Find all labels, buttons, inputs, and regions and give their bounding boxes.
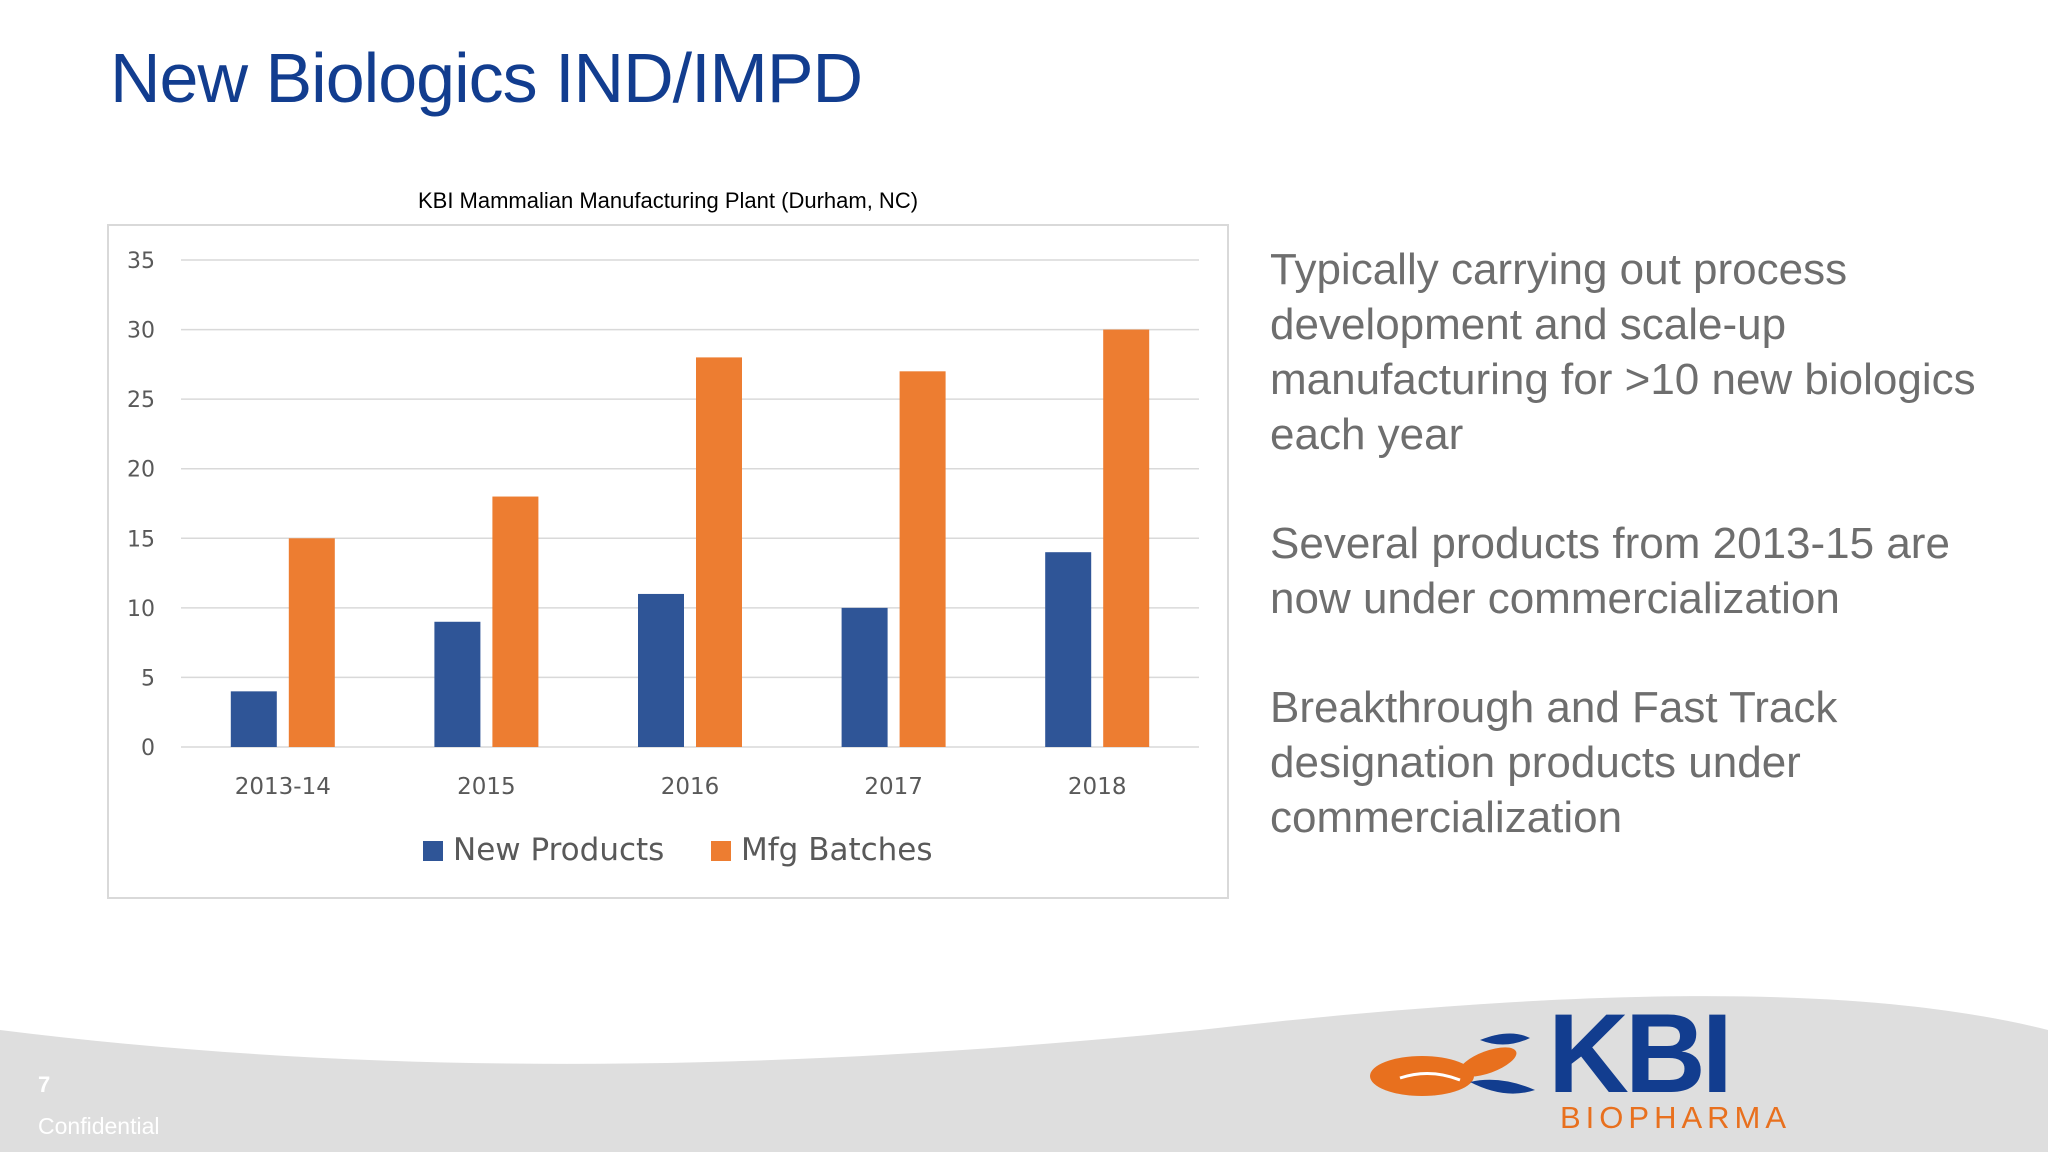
bar-new-products <box>841 607 888 747</box>
bullet-item: Typically carrying out process developme… <box>1270 245 1976 459</box>
page-number: 7 <box>38 1072 51 1097</box>
logo-subtitle: BIOPHARMA <box>1560 1100 1792 1135</box>
logo-mark-icon <box>1370 1033 1535 1096</box>
y-tick-label: 30 <box>127 319 155 344</box>
slide-title: New Biologics IND/IMPD <box>110 39 863 117</box>
footer-band <box>0 996 2048 1152</box>
bullet-item: Breakthrough and Fast Track designation … <box>1270 683 1838 842</box>
logo-wordmark: KBI <box>1548 991 1733 1116</box>
bar-mfg-batches <box>899 371 946 747</box>
x-tick-label: 2013-14 <box>235 774 331 800</box>
x-tick-label: 2017 <box>864 774 923 800</box>
chart-frame: 0 5 10 15 20 25 30 35 2013-14 2015 2016 2017 2018 New… <box>107 224 1229 899</box>
bar-new-products <box>434 621 481 747</box>
legend-swatch <box>423 841 443 861</box>
legend-label: Mfg Batches <box>741 832 933 868</box>
legend-swatch <box>711 841 731 861</box>
y-tick-label: 15 <box>127 527 155 552</box>
chart-title: KBI Mammalian Manufacturing Plant (Durha… <box>417 188 919 213</box>
x-tick-label: 2018 <box>1068 774 1127 800</box>
legend-label: New Products <box>453 832 664 868</box>
bar-new-products <box>1045 552 1092 747</box>
bar-mfg-batches <box>288 538 335 747</box>
y-tick-label: 0 <box>141 736 155 761</box>
bullet-item: Several products from 2013-15 are now un… <box>1270 519 1950 623</box>
y-tick-label: 25 <box>127 388 155 413</box>
bar-mfg-batches <box>1103 329 1150 747</box>
confidential-label: Confidential <box>38 1113 160 1139</box>
bar-new-products <box>230 691 277 747</box>
y-tick-label: 35 <box>127 249 155 274</box>
y-tick-label: 20 <box>127 458 155 483</box>
x-tick-label: 2015 <box>457 774 516 800</box>
x-tick-label: 2016 <box>661 774 720 800</box>
y-tick-label: 10 <box>127 597 155 622</box>
y-tick-label: 5 <box>141 666 155 691</box>
bar-chart: 0 5 10 15 20 25 30 35 2013-14 2015 2016 2017 2018 New… <box>127 249 1199 868</box>
bullet-list: Typically carrying out process developme… <box>1270 242 2010 899</box>
bar-mfg-batches <box>696 357 742 747</box>
bar-new-products <box>638 593 684 747</box>
kbi-biopharma-logo: KBI BIOPHARMA <box>1370 998 1790 1135</box>
bar-mfg-batches <box>492 496 539 747</box>
